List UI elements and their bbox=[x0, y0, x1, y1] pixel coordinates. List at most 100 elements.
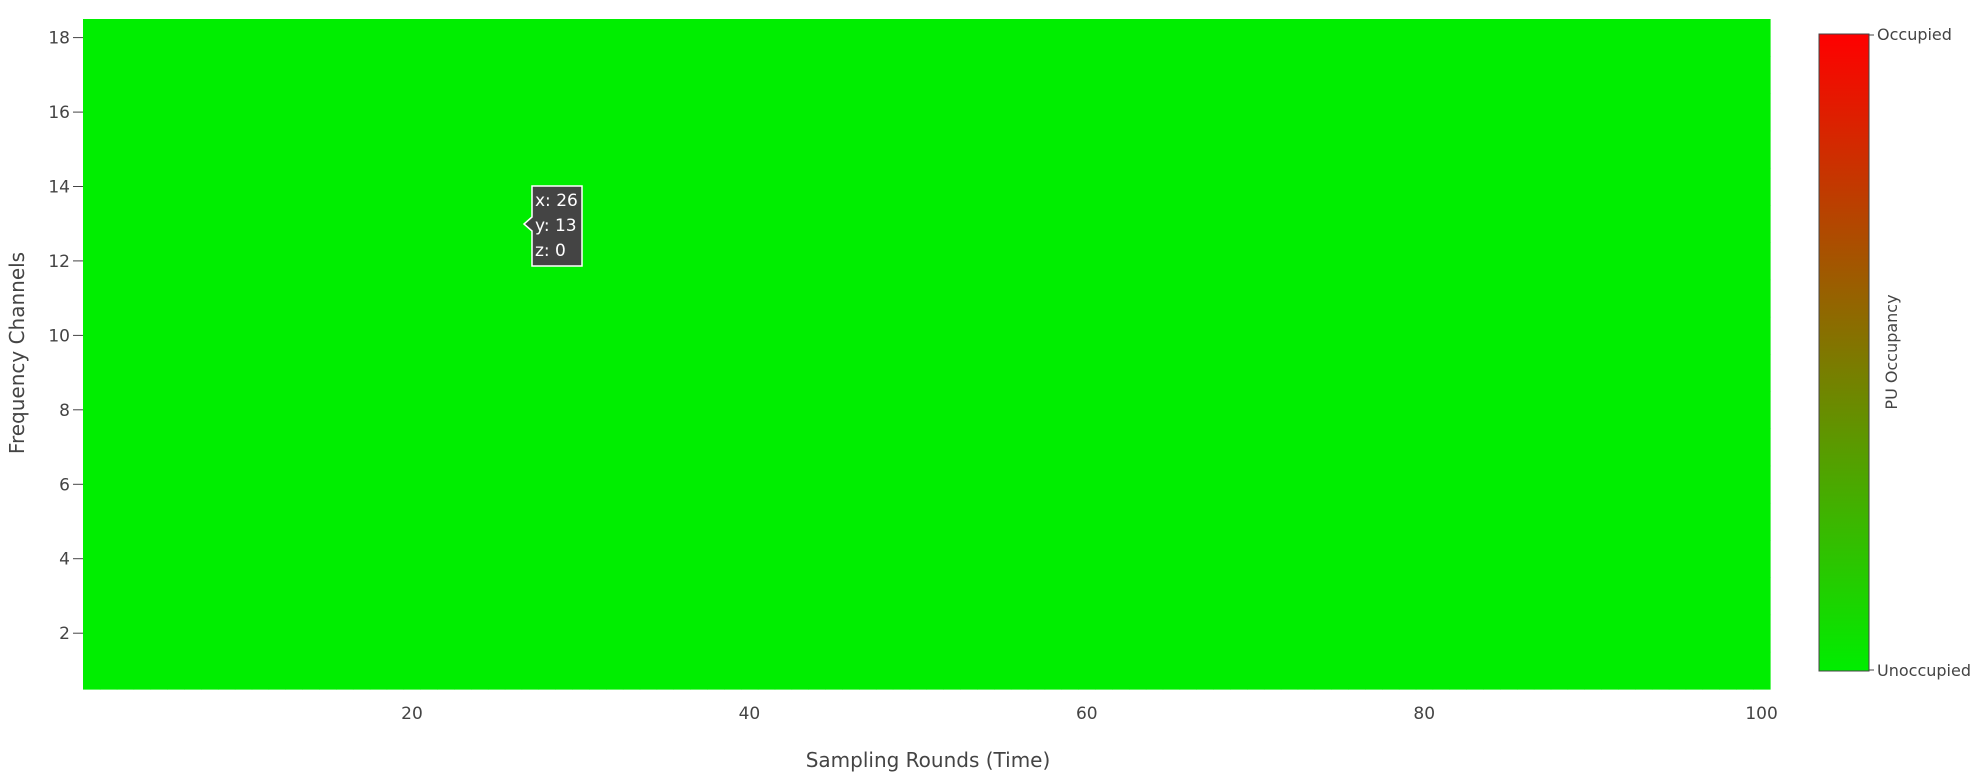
heatmap-cell[interactable] bbox=[437, 391, 455, 430]
heatmap-cell[interactable] bbox=[993, 577, 1012, 616]
heatmap-cell[interactable] bbox=[454, 316, 472, 355]
heatmap-cell[interactable] bbox=[217, 316, 236, 355]
heatmap-cell[interactable] bbox=[1736, 316, 1754, 355]
heatmap-cell[interactable] bbox=[774, 130, 793, 169]
heatmap-cell[interactable] bbox=[1432, 651, 1451, 690]
heatmap-cell[interactable] bbox=[690, 577, 708, 616]
heatmap-cell[interactable] bbox=[774, 279, 793, 318]
heatmap-cell[interactable] bbox=[707, 540, 725, 578]
heatmap-cell[interactable] bbox=[1365, 130, 1383, 169]
heatmap-cell[interactable] bbox=[1753, 56, 1771, 95]
heatmap-cell[interactable] bbox=[1753, 540, 1771, 578]
heatmap-cell[interactable] bbox=[1381, 279, 1400, 318]
heatmap-cell[interactable] bbox=[1635, 205, 1653, 243]
heatmap-cell[interactable] bbox=[1618, 651, 1636, 690]
heatmap-cell[interactable] bbox=[133, 391, 152, 430]
heatmap-cell[interactable] bbox=[1736, 614, 1754, 653]
heatmap-cell[interactable] bbox=[1314, 19, 1332, 57]
heatmap-cell[interactable] bbox=[1010, 577, 1029, 616]
heatmap-cell[interactable] bbox=[1145, 465, 1164, 504]
heatmap-cell[interactable] bbox=[521, 93, 540, 132]
heatmap-cell[interactable] bbox=[201, 651, 219, 690]
heatmap-cell[interactable] bbox=[1516, 614, 1535, 653]
heatmap-cell[interactable] bbox=[133, 428, 152, 467]
heatmap-cell[interactable] bbox=[336, 502, 354, 541]
heatmap-cell[interactable] bbox=[1179, 279, 1198, 318]
heatmap-cell[interactable] bbox=[1601, 651, 1619, 690]
heatmap-cell[interactable] bbox=[1213, 19, 1231, 57]
heatmap-cell[interactable] bbox=[909, 614, 928, 653]
heatmap-cell[interactable] bbox=[369, 93, 388, 132]
heatmap-cell[interactable] bbox=[740, 56, 759, 95]
heatmap-cell[interactable] bbox=[150, 19, 168, 57]
heatmap-cell[interactable] bbox=[943, 56, 961, 95]
heatmap-cell[interactable] bbox=[1533, 465, 1552, 504]
heatmap-cell[interactable] bbox=[454, 465, 472, 504]
heatmap-cell[interactable] bbox=[1010, 502, 1029, 541]
heatmap-cell[interactable] bbox=[268, 391, 287, 430]
heatmap-cell[interactable] bbox=[572, 316, 590, 355]
heatmap-cell[interactable] bbox=[1230, 354, 1248, 392]
heatmap-cell[interactable] bbox=[116, 19, 135, 57]
heatmap-cell[interactable] bbox=[808, 354, 826, 392]
heatmap-cell[interactable] bbox=[774, 614, 793, 653]
heatmap-cell[interactable] bbox=[217, 502, 236, 541]
heatmap-cell[interactable] bbox=[369, 205, 388, 243]
heatmap-cell[interactable] bbox=[1601, 428, 1619, 467]
heatmap-cell[interactable] bbox=[1702, 428, 1720, 467]
heatmap-cell[interactable] bbox=[1415, 279, 1434, 318]
heatmap-cell[interactable] bbox=[1112, 465, 1130, 504]
heatmap-cell[interactable] bbox=[1533, 205, 1552, 243]
heatmap-cell[interactable] bbox=[1247, 428, 1265, 467]
heatmap-cell[interactable] bbox=[1432, 93, 1451, 132]
heatmap-cell[interactable] bbox=[1668, 242, 1687, 281]
heatmap-cell[interactable] bbox=[1061, 130, 1079, 169]
heatmap-cell[interactable] bbox=[251, 56, 270, 95]
heatmap-cell[interactable] bbox=[1297, 391, 1316, 430]
heatmap-cell[interactable] bbox=[1466, 93, 1484, 132]
heatmap-cell[interactable] bbox=[1500, 205, 1518, 243]
heatmap-cell[interactable] bbox=[1685, 502, 1704, 541]
heatmap-cell[interactable] bbox=[724, 465, 742, 504]
heatmap-cell[interactable] bbox=[724, 614, 742, 653]
heatmap-cell[interactable] bbox=[1027, 242, 1046, 281]
heatmap-cell[interactable] bbox=[1010, 391, 1029, 430]
heatmap-cell[interactable] bbox=[403, 167, 421, 206]
heatmap-cell[interactable] bbox=[1280, 279, 1299, 318]
heatmap-cell[interactable] bbox=[1432, 19, 1451, 57]
heatmap-cell[interactable] bbox=[1112, 19, 1130, 57]
heatmap-cell[interactable] bbox=[302, 19, 320, 57]
heatmap-cell[interactable] bbox=[167, 205, 185, 243]
heatmap-cell[interactable] bbox=[1027, 316, 1046, 355]
heatmap-cell[interactable] bbox=[1432, 279, 1451, 318]
heatmap-cell[interactable] bbox=[1280, 502, 1299, 541]
heatmap-cell[interactable] bbox=[302, 614, 320, 653]
heatmap-cell[interactable] bbox=[774, 56, 793, 95]
heatmap-cell[interactable] bbox=[589, 130, 607, 169]
heatmap-cell[interactable] bbox=[184, 391, 202, 430]
heatmap-cell[interactable] bbox=[1179, 93, 1198, 132]
heatmap-cell[interactable] bbox=[690, 316, 708, 355]
heatmap-cell[interactable] bbox=[1061, 242, 1079, 281]
heatmap-cell[interactable] bbox=[454, 354, 472, 392]
heatmap-cell[interactable] bbox=[1601, 391, 1619, 430]
heatmap-cell[interactable] bbox=[1736, 19, 1754, 57]
heatmap-cell[interactable] bbox=[1719, 316, 1737, 355]
heatmap-cell[interactable] bbox=[1263, 577, 1282, 616]
heatmap-cell[interactable] bbox=[842, 428, 860, 467]
heatmap-cell[interactable] bbox=[403, 651, 421, 690]
heatmap-cell[interactable] bbox=[1010, 540, 1029, 578]
heatmap-cell[interactable] bbox=[1584, 577, 1602, 616]
heatmap-cell[interactable] bbox=[1449, 354, 1467, 392]
heatmap-cell[interactable] bbox=[1331, 19, 1349, 57]
heatmap-cell[interactable] bbox=[1753, 651, 1771, 690]
heatmap-cell[interactable] bbox=[1398, 242, 1417, 281]
heatmap-cell[interactable] bbox=[724, 651, 742, 690]
heatmap-cell[interactable] bbox=[1432, 465, 1451, 504]
heatmap-cell[interactable] bbox=[673, 56, 691, 95]
heatmap-cell[interactable] bbox=[622, 540, 641, 578]
heatmap-cell[interactable] bbox=[167, 56, 185, 95]
heatmap-cell[interactable] bbox=[352, 354, 371, 392]
heatmap-cell[interactable] bbox=[1719, 130, 1737, 169]
heatmap-cell[interactable] bbox=[521, 540, 540, 578]
